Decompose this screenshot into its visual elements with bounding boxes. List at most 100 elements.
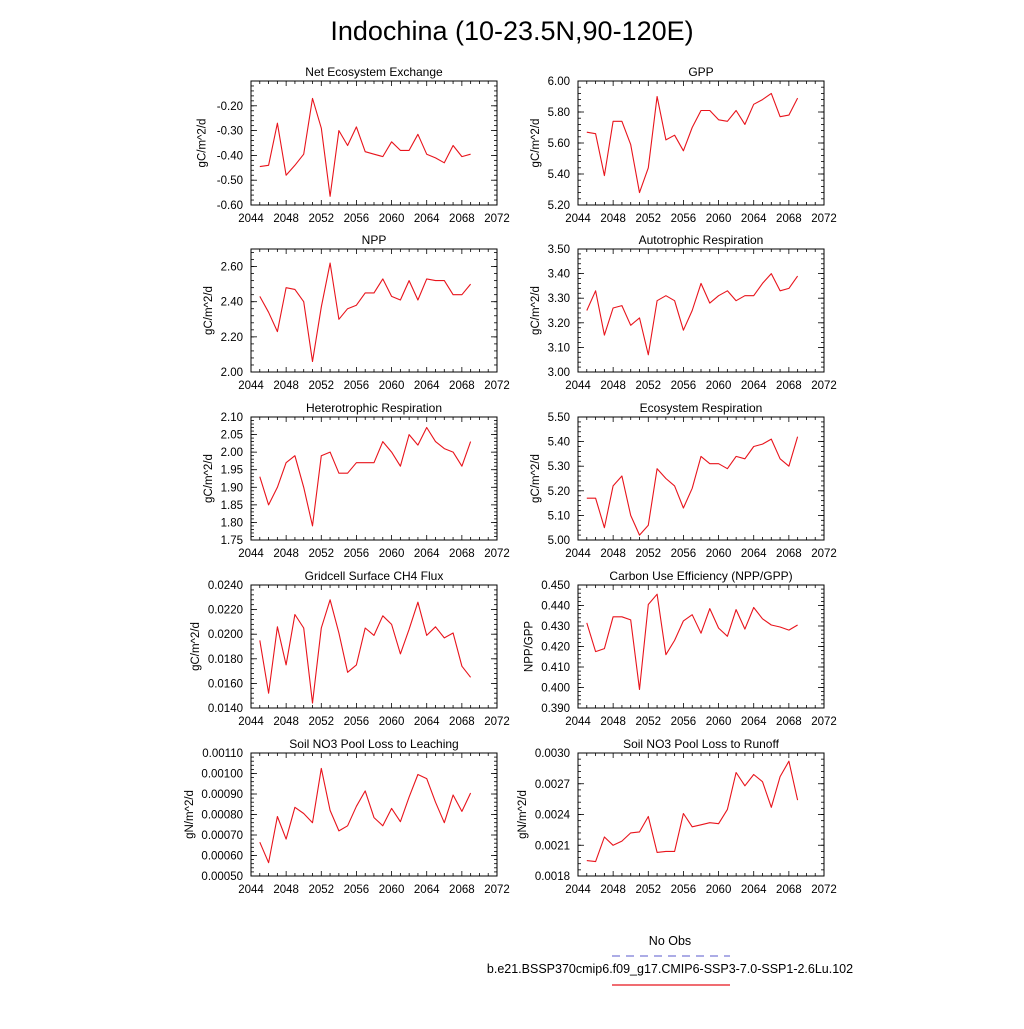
y-tick-label: 1.75	[221, 535, 243, 547]
panel-title: NPP	[362, 233, 387, 247]
x-tick-label: 2064	[414, 548, 440, 560]
x-tick-label: 2060	[379, 213, 405, 225]
x-tick-label: 2048	[600, 548, 626, 560]
y-tick-label: 0.430	[541, 621, 570, 633]
x-tick-label: 2056	[671, 716, 697, 728]
series-line	[586, 92, 799, 194]
x-tick-label: 2056	[671, 548, 697, 560]
y-tick-label: 0.00070	[201, 830, 243, 842]
x-tick-label: 2052	[308, 213, 334, 225]
y-tick-label: 0.0160	[208, 678, 243, 690]
x-tick-label: 2052	[308, 884, 334, 896]
y-tick-label: 1.90	[221, 482, 243, 494]
y-tick-label: 0.0024	[535, 810, 571, 822]
x-tick-label: 2048	[273, 884, 299, 896]
x-tick-label: 2056	[344, 716, 370, 728]
y-tick-label: -0.60	[217, 200, 243, 212]
x-tick-label: 2048	[273, 716, 299, 728]
y-tick-label: 0.440	[541, 601, 570, 613]
x-tick-label: 2056	[671, 213, 697, 225]
y-tick-label: 0.00110	[202, 748, 243, 760]
y-axis-label: NPP/GPP	[524, 621, 536, 672]
y-tick-label: 5.50	[548, 412, 570, 424]
series-line	[259, 426, 472, 527]
legend: No Obs b.e21.BSSP370cmip6.f09_g17.CMIP6-…	[487, 934, 853, 986]
y-tick-label: 3.50	[548, 244, 570, 256]
x-tick-label: 2072	[484, 380, 510, 392]
x-tick-label: 2060	[379, 884, 405, 896]
x-tick-label: 2072	[484, 884, 510, 896]
y-axis-label: gC/m^2/d	[203, 454, 215, 503]
y-tick-label: 5.40	[548, 169, 570, 181]
series-line	[259, 599, 472, 704]
panel-title: Carbon Use Efficiency (NPP/GPP)	[609, 569, 792, 583]
y-tick-label: 5.20	[548, 486, 570, 498]
x-tick-label: 2068	[776, 213, 802, 225]
panel-title: Ecosystem Respiration	[640, 401, 763, 415]
y-tick-label: 6.00	[548, 76, 570, 88]
x-tick-label: 2052	[308, 548, 334, 560]
x-tick-label: 2044	[565, 716, 591, 728]
y-tick-label: 5.30	[548, 461, 570, 473]
plot-frame	[250, 80, 498, 206]
x-tick-label: 2044	[565, 548, 591, 560]
y-axis-label: gC/m^2/d	[197, 119, 209, 168]
y-tick-label: 0.400	[541, 683, 570, 695]
y-tick-label: 2.60	[221, 262, 243, 274]
x-tick-label: 2064	[414, 380, 440, 392]
panel-title: Net Ecosystem Exchange	[305, 65, 443, 79]
y-tick-label: -0.20	[217, 101, 243, 113]
x-tick-label: 2068	[776, 884, 802, 896]
chart-panel-10: Soil NO3 Pool Loss to Runoff 2044 2048 2052…	[517, 737, 837, 896]
series-line	[586, 593, 798, 691]
chart-panel-1: Net Ecosystem Exchange 2044 2048 2052 2056 20…	[197, 65, 510, 225]
y-tick-label: -0.40	[217, 150, 243, 162]
x-tick-label: 2052	[308, 380, 334, 392]
x-tick-label: 2060	[706, 548, 732, 560]
x-tick-label: 2060	[379, 380, 405, 392]
series-line	[259, 97, 471, 197]
chart-panel-7: Gridcell Surface CH4 Flux 2044 2048 2052 205…	[190, 569, 510, 728]
panel-title: Soil NO3 Pool Loss to Runoff	[623, 737, 780, 751]
chart-panel-8: Carbon Use Efficiency (NPP/GPP) 2044 2048 2…	[524, 569, 837, 728]
y-tick-label: 0.390	[541, 703, 570, 715]
panel-title: Soil NO3 Pool Loss to Leaching	[289, 737, 458, 751]
y-tick-label: 0.00090	[201, 789, 243, 801]
y-tick-label: -0.50	[217, 175, 243, 187]
x-tick-label: 2052	[635, 716, 661, 728]
x-tick-label: 2064	[741, 548, 767, 560]
x-tick-label: 2068	[776, 380, 802, 392]
y-tick-label: 2.40	[221, 297, 243, 309]
y-tick-label: 0.450	[541, 580, 570, 592]
x-tick-label: 2056	[671, 884, 697, 896]
plot-frame	[577, 80, 825, 206]
x-tick-label: 2056	[671, 380, 697, 392]
x-tick-label: 2064	[741, 716, 767, 728]
panel-title: Autotrophic Respiration	[639, 233, 764, 247]
x-tick-label: 2060	[706, 380, 732, 392]
x-tick-label: 2072	[811, 213, 837, 225]
x-tick-label: 2060	[706, 884, 732, 896]
panel-title: Gridcell Surface CH4 Flux	[305, 569, 444, 583]
y-axis-label: gC/m^2/d	[530, 119, 542, 168]
x-tick-label: 2044	[565, 213, 591, 225]
y-tick-label: 2.05	[221, 430, 243, 442]
x-tick-label: 2044	[238, 884, 264, 896]
x-tick-label: 2048	[273, 380, 299, 392]
y-tick-label: 0.00060	[201, 851, 243, 863]
x-tick-label: 2052	[635, 213, 661, 225]
y-tick-label: 0.0180	[208, 654, 243, 666]
plot-frame	[250, 752, 498, 877]
plot-frame	[250, 248, 498, 373]
x-tick-label: 2072	[811, 548, 837, 560]
x-tick-label: 2060	[379, 548, 405, 560]
chart-panel-3: NPP 2044 2048 2052 2056 2060 2064 2068 2072 2.00 2…	[203, 233, 510, 392]
y-tick-label: 1.95	[221, 465, 243, 477]
plot-frame	[577, 416, 825, 541]
x-tick-label: 2072	[811, 380, 837, 392]
x-tick-label: 2044	[238, 548, 264, 560]
y-tick-label: 3.00	[548, 367, 570, 379]
y-tick-label: 0.0021	[535, 840, 570, 852]
y-tick-label: 0.00100	[201, 769, 243, 781]
